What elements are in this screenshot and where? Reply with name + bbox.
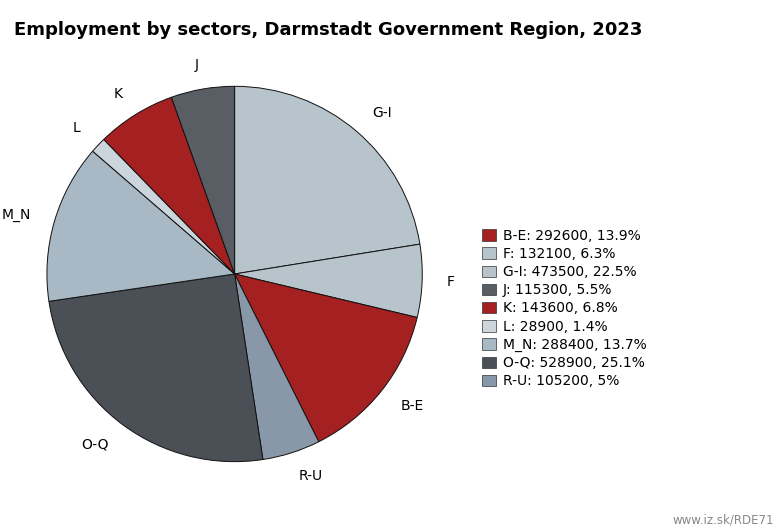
- Wedge shape: [235, 244, 422, 318]
- Text: B-E: B-E: [401, 398, 424, 413]
- Wedge shape: [92, 139, 235, 274]
- Text: F: F: [447, 275, 454, 289]
- Text: M_N: M_N: [2, 207, 31, 222]
- Wedge shape: [49, 274, 263, 462]
- Wedge shape: [235, 274, 417, 442]
- Text: L: L: [73, 121, 81, 136]
- Wedge shape: [104, 97, 235, 274]
- Text: www.iz.sk/RDE71: www.iz.sk/RDE71: [673, 514, 774, 527]
- Text: G-I: G-I: [372, 105, 392, 120]
- Text: Employment by sectors, Darmstadt Government Region, 2023: Employment by sectors, Darmstadt Governm…: [14, 21, 643, 39]
- Text: R-U: R-U: [299, 469, 323, 483]
- Wedge shape: [235, 86, 420, 274]
- Text: K: K: [113, 87, 123, 101]
- Wedge shape: [235, 274, 319, 460]
- Text: O-Q: O-Q: [81, 437, 109, 452]
- Text: J: J: [195, 58, 199, 72]
- Wedge shape: [47, 151, 235, 301]
- Wedge shape: [171, 86, 235, 274]
- Legend: B-E: 292600, 13.9%, F: 132100, 6.3%, G-I: 473500, 22.5%, J: 115300, 5.5%, K: 143: B-E: 292600, 13.9%, F: 132100, 6.3%, G-I…: [476, 223, 652, 394]
